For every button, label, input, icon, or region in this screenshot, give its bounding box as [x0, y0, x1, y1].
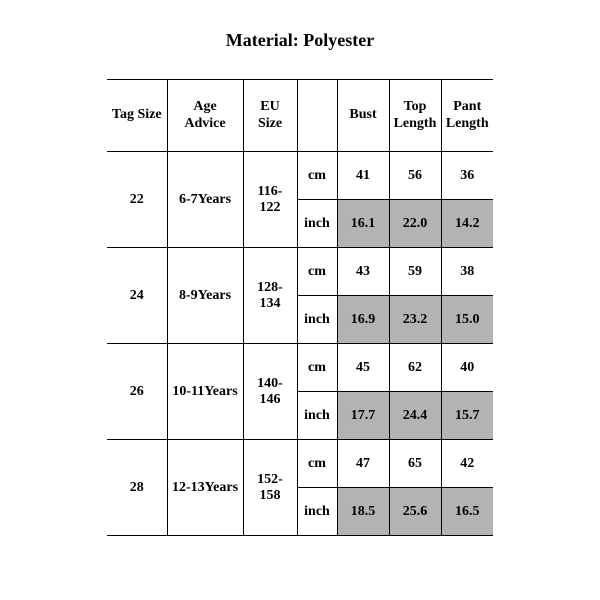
cell-unit-inch: inch — [297, 392, 337, 440]
cell-bust-cm: 41 — [337, 152, 389, 200]
size-chart: Material: Polyester Tag Size Age Advice … — [0, 0, 600, 600]
cell-unit-inch: inch — [297, 488, 337, 536]
cell-unit-cm: cm — [297, 344, 337, 392]
cell-tag: 26 — [107, 344, 167, 440]
cell-pant-cm: 38 — [441, 248, 493, 296]
cell-bust-cm: 45 — [337, 344, 389, 392]
cell-top-inch: 22.0 — [389, 200, 441, 248]
header-row: Tag Size Age Advice EU Size Bust Top Len… — [107, 80, 493, 152]
cell-top-inch: 23.2 — [389, 296, 441, 344]
cell-top-cm: 59 — [389, 248, 441, 296]
col-eu: EU Size — [243, 80, 297, 152]
cell-top-cm: 56 — [389, 152, 441, 200]
cell-pant-inch: 15.7 — [441, 392, 493, 440]
cell-bust-inch: 16.9 — [337, 296, 389, 344]
cell-age: 8-9Years — [167, 248, 243, 344]
col-pant: Pant Length — [441, 80, 493, 152]
cell-eu: 152-158 — [243, 440, 297, 536]
cell-bust-cm: 43 — [337, 248, 389, 296]
cell-pant-inch: 16.5 — [441, 488, 493, 536]
cell-pant-inch: 14.2 — [441, 200, 493, 248]
cell-pant-inch: 15.0 — [441, 296, 493, 344]
cell-top-cm: 65 — [389, 440, 441, 488]
cell-pant-cm: 36 — [441, 152, 493, 200]
cell-bust-inch: 18.5 — [337, 488, 389, 536]
col-top: Top Length — [389, 80, 441, 152]
cell-bust-inch: 17.7 — [337, 392, 389, 440]
cell-bust-inch: 16.1 — [337, 200, 389, 248]
cell-eu: 128-134 — [243, 248, 297, 344]
col-unit — [297, 80, 337, 152]
table-row: 28 12-13Years 152-158 cm 47 65 42 — [107, 440, 493, 488]
cell-eu: 140-146 — [243, 344, 297, 440]
cell-pant-cm: 42 — [441, 440, 493, 488]
cell-eu: 116-122 — [243, 152, 297, 248]
cell-top-inch: 24.4 — [389, 392, 441, 440]
cell-tag: 28 — [107, 440, 167, 536]
col-tag: Tag Size — [107, 80, 167, 152]
cell-unit-inch: inch — [297, 200, 337, 248]
cell-unit-inch: inch — [297, 296, 337, 344]
cell-pant-cm: 40 — [441, 344, 493, 392]
size-table: Tag Size Age Advice EU Size Bust Top Len… — [107, 79, 493, 536]
table-row: 26 10-11Years 140-146 cm 45 62 40 — [107, 344, 493, 392]
cell-tag: 24 — [107, 248, 167, 344]
cell-top-cm: 62 — [389, 344, 441, 392]
table-row: 22 6-7Years 116-122 cm 41 56 36 — [107, 152, 493, 200]
material-title: Material: Polyester — [0, 30, 600, 51]
cell-unit-cm: cm — [297, 440, 337, 488]
col-bust: Bust — [337, 80, 389, 152]
col-age: Age Advice — [167, 80, 243, 152]
cell-age: 12-13Years — [167, 440, 243, 536]
cell-age: 10-11Years — [167, 344, 243, 440]
cell-top-inch: 25.6 — [389, 488, 441, 536]
cell-unit-cm: cm — [297, 152, 337, 200]
table-row: 24 8-9Years 128-134 cm 43 59 38 — [107, 248, 493, 296]
cell-age: 6-7Years — [167, 152, 243, 248]
cell-bust-cm: 47 — [337, 440, 389, 488]
cell-unit-cm: cm — [297, 248, 337, 296]
cell-tag: 22 — [107, 152, 167, 248]
